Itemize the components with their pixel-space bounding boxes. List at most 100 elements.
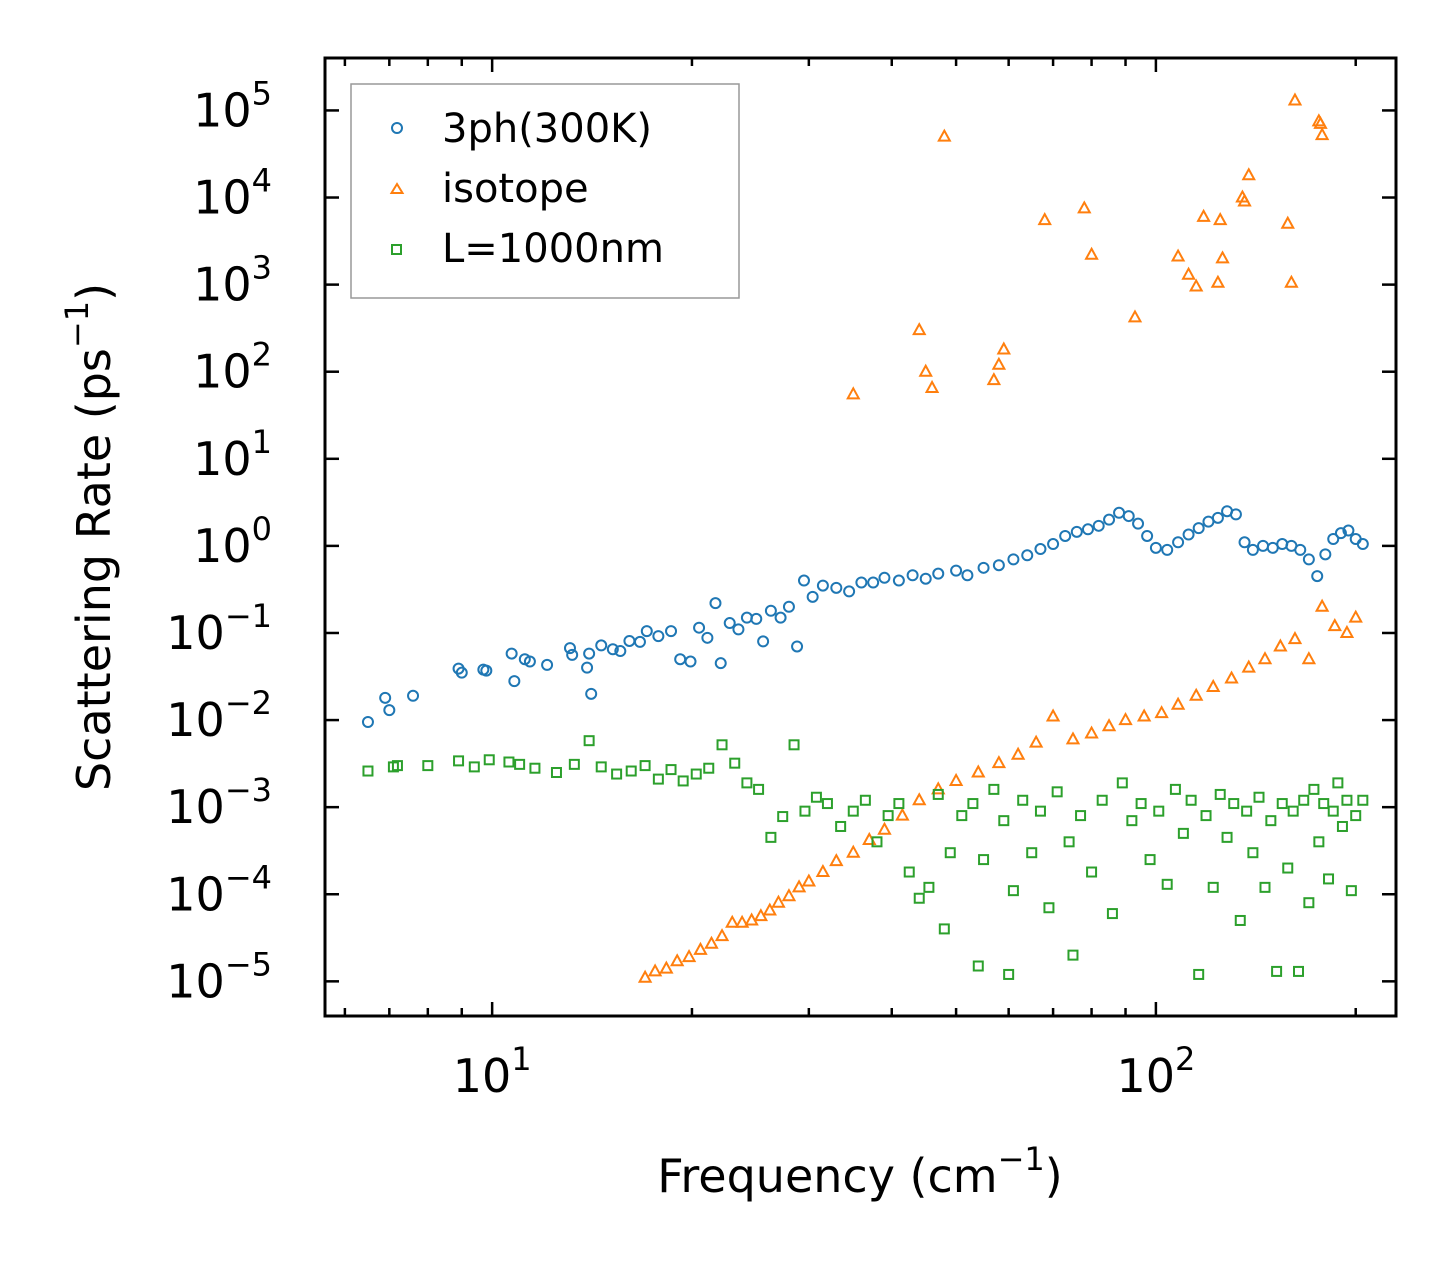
data-point	[422, 760, 434, 772]
data-point	[1280, 215, 1295, 229]
data-point	[912, 792, 927, 806]
data-point	[1287, 92, 1303, 106]
data-point	[972, 960, 984, 972]
data-point	[523, 655, 536, 668]
data-point	[1113, 506, 1126, 519]
data-point	[859, 794, 871, 806]
data-point	[938, 923, 950, 935]
data-point	[1161, 543, 1174, 556]
data-point	[1141, 529, 1154, 542]
data-point	[1213, 212, 1228, 226]
data-point	[906, 569, 919, 582]
data-point	[799, 805, 811, 817]
data-point	[1034, 805, 1046, 817]
series-isotope	[637, 92, 1363, 983]
data-point	[847, 805, 859, 817]
data-point	[693, 621, 706, 634]
data-point	[1237, 193, 1252, 207]
data-point	[903, 866, 915, 878]
data-point	[1144, 854, 1156, 866]
data-point	[1298, 794, 1310, 806]
y-tick-label: 104	[193, 162, 272, 225]
data-point	[1207, 881, 1219, 893]
data-point	[762, 902, 777, 916]
data-point	[1188, 687, 1204, 701]
data-point	[623, 634, 636, 647]
data-point	[1122, 510, 1135, 523]
data-point	[1314, 598, 1330, 612]
data-point	[480, 664, 493, 677]
data-point	[595, 761, 607, 773]
data-point	[1185, 794, 1197, 806]
data-point	[815, 863, 831, 878]
data-point	[703, 762, 715, 774]
data-point	[791, 640, 804, 653]
data-point	[1247, 847, 1259, 859]
data-point	[1327, 532, 1340, 545]
data-point	[701, 631, 714, 644]
data-point	[674, 653, 687, 666]
data-point	[1308, 783, 1320, 795]
data-point	[782, 600, 795, 613]
data-point	[821, 798, 833, 810]
data-point	[998, 815, 1010, 827]
data-point	[895, 807, 910, 821]
data-point	[1170, 248, 1186, 262]
data-point	[753, 783, 765, 795]
data-point	[1228, 798, 1240, 810]
data-point	[1303, 897, 1315, 909]
data-point	[407, 689, 420, 702]
data-point	[514, 758, 526, 770]
data-point	[1181, 266, 1196, 280]
data-point	[810, 791, 822, 803]
data-point	[988, 783, 1000, 795]
data-point	[361, 716, 374, 729]
data-point	[611, 768, 623, 780]
y-tick-label: 10−3	[166, 771, 272, 834]
data-point	[714, 657, 727, 670]
data-point	[505, 647, 518, 660]
data-point	[1161, 878, 1173, 890]
data-point	[1211, 511, 1224, 524]
data-point	[1323, 873, 1335, 885]
data-point	[967, 798, 979, 810]
data-point	[665, 625, 678, 638]
data-point	[1154, 705, 1169, 719]
data-point	[991, 755, 1007, 769]
y-tick-label: 102	[193, 336, 272, 399]
data-point	[606, 643, 619, 656]
legend-marker-square	[391, 244, 402, 255]
data-point	[1229, 508, 1242, 521]
data-point	[1003, 968, 1015, 980]
data-point	[1017, 794, 1029, 806]
data-point	[568, 758, 580, 770]
data-point	[503, 756, 515, 768]
data-point	[1265, 815, 1277, 827]
data-point	[453, 755, 465, 767]
data-point	[1345, 885, 1357, 897]
data-point	[1127, 309, 1143, 323]
y-tick-label: 103	[193, 249, 272, 312]
data-point	[1246, 543, 1259, 556]
data-point	[652, 773, 664, 785]
legend-label: 3ph(300K)	[442, 106, 652, 152]
data-point	[362, 765, 374, 777]
data-point	[788, 739, 800, 751]
data-point	[391, 760, 403, 772]
data-point	[1084, 725, 1099, 739]
data-point	[1132, 517, 1145, 530]
y-tick-label: 10−1	[166, 597, 272, 660]
data-point	[1065, 731, 1081, 745]
data-point	[1070, 525, 1083, 538]
data-point	[581, 661, 594, 674]
data-point	[1341, 794, 1353, 806]
data-point	[1349, 532, 1362, 545]
data-point	[1357, 794, 1369, 806]
data-point	[961, 569, 974, 582]
data-point	[1092, 519, 1105, 532]
data-point	[1037, 212, 1052, 226]
data-point	[1221, 831, 1233, 843]
data-point	[684, 655, 697, 668]
data-point	[1234, 914, 1246, 926]
data-point	[1241, 659, 1256, 673]
